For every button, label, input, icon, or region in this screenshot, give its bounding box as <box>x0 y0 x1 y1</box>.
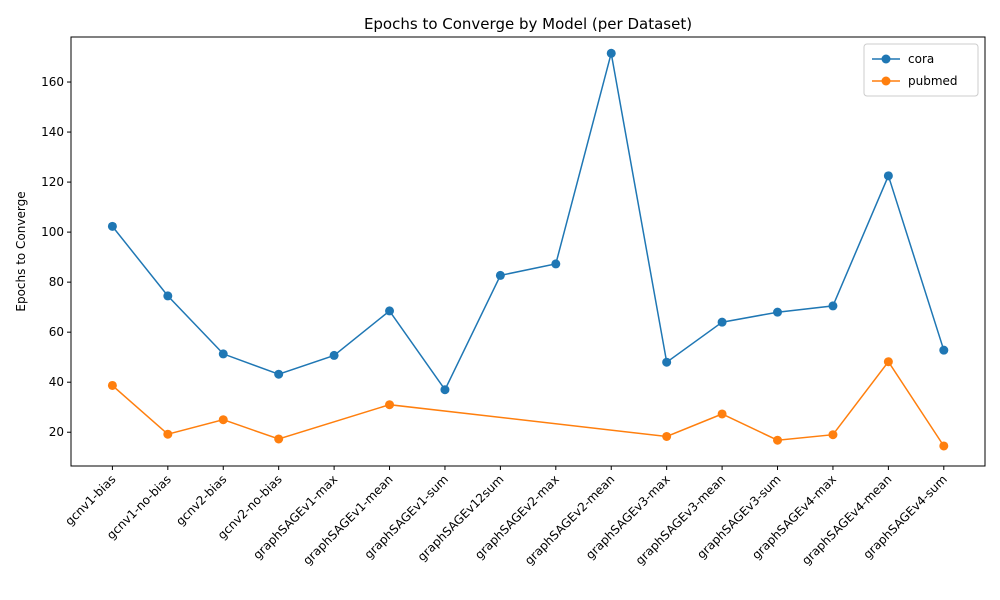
x-tick-label: graphSAGEv1-mean <box>300 472 395 567</box>
series-lines <box>111 53 945 447</box>
data-point-cora <box>606 48 616 58</box>
x-tick-label: graphSAGEv3-mean <box>633 472 728 567</box>
y-tick-label: 140 <box>41 125 64 139</box>
legend-box <box>863 43 979 97</box>
data-point-cora <box>495 270 505 280</box>
data-point-cora <box>939 345 949 355</box>
y-tick-label: 120 <box>41 175 64 189</box>
data-point-cora <box>218 349 228 359</box>
data-point-pubmed <box>662 431 672 441</box>
legend-marker-pubmed <box>881 76 891 86</box>
plot-frame <box>70 36 986 467</box>
data-point-pubmed <box>163 429 173 439</box>
data-point-pubmed <box>828 430 838 440</box>
data-point-pubmed <box>107 380 117 390</box>
data-point-cora <box>828 301 838 311</box>
data-point-cora <box>773 307 783 317</box>
data-point-cora <box>163 291 173 301</box>
data-point-pubmed <box>773 435 783 445</box>
y-tick-label: 160 <box>41 75 64 89</box>
plot-area <box>70 36 986 467</box>
data-point-cora <box>440 385 450 395</box>
x-tick-label: gcnv2-bias <box>173 472 229 528</box>
data-point-pubmed <box>274 434 284 444</box>
series-line-cora <box>111 53 945 392</box>
data-point-cora <box>662 357 672 367</box>
data-point-cora <box>883 171 893 181</box>
legend-label-cora: cora <box>908 52 934 66</box>
data-point-cora <box>274 369 284 379</box>
data-point-pubmed <box>717 409 727 419</box>
series-line-pubmed <box>111 360 945 447</box>
x-tick-label: graphSAGEv2-mean <box>522 472 617 567</box>
y-tick-label: 20 <box>49 425 64 439</box>
data-point-pubmed <box>385 400 395 410</box>
data-point-pubmed <box>883 357 893 367</box>
legend-label-pubmed: pubmed <box>908 74 958 88</box>
data-point-cora <box>107 221 117 231</box>
x-tick-label: graphSAGEv4-mean <box>799 472 894 567</box>
x-tick-label: gcnv1-bias <box>62 472 118 528</box>
y-axis-label: Epochs to Converge <box>14 191 28 311</box>
chart-title: Epochs to Converge by Model (per Dataset… <box>364 15 692 33</box>
data-point-pubmed <box>939 441 949 451</box>
y-axis: 20 40 60 80 100 120 140 160 <box>41 75 71 439</box>
data-point-cora <box>385 306 395 316</box>
y-tick-label: 80 <box>49 275 64 289</box>
data-point-pubmed <box>218 415 228 425</box>
y-tick-label: 60 <box>49 325 64 339</box>
y-tick-label: 100 <box>41 225 64 239</box>
legend: cora pubmed <box>863 43 979 97</box>
data-point-cora <box>551 259 561 269</box>
data-point-cora <box>717 317 727 327</box>
data-point-cora <box>329 350 339 360</box>
series-markers <box>107 48 949 451</box>
y-tick-label: 40 <box>49 375 64 389</box>
legend-marker-cora <box>881 54 891 64</box>
